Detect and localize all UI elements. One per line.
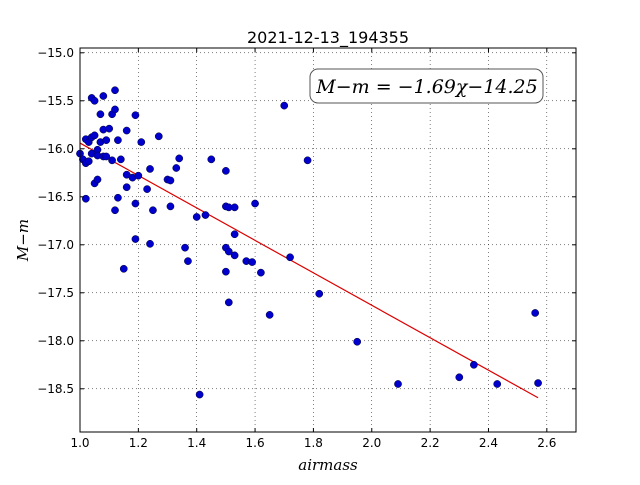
data-point bbox=[122, 126, 131, 135]
data-point bbox=[493, 380, 502, 388]
y-tick-label: −16.0 bbox=[37, 142, 74, 156]
data-point bbox=[184, 257, 192, 265]
data-point bbox=[134, 171, 143, 180]
data-point bbox=[303, 156, 312, 165]
data-point bbox=[230, 203, 239, 212]
y-tick-label: −17.0 bbox=[37, 238, 74, 252]
data-point bbox=[531, 309, 540, 317]
data-point bbox=[166, 176, 175, 185]
axis-ticks: 1.0 1.2 1.4 1.6 1.8 2.0 2.2 2.4 2.6 −15.0 −15.5 −16… bbox=[37, 46, 576, 450]
data-point bbox=[108, 156, 116, 165]
x-tick-label: 2.0 bbox=[362, 436, 381, 450]
data-point bbox=[192, 213, 201, 221]
data-point bbox=[105, 124, 114, 133]
data-point bbox=[102, 152, 111, 161]
data-point bbox=[166, 202, 175, 211]
x-tick-label: 2.4 bbox=[479, 436, 498, 450]
y-tick-label: −16.5 bbox=[37, 190, 74, 204]
fit-line-group bbox=[79, 142, 539, 399]
y-tick-label: −18.0 bbox=[37, 334, 74, 348]
data-point bbox=[119, 264, 128, 273]
data-point bbox=[137, 138, 146, 146]
data-point bbox=[455, 373, 464, 382]
data-point bbox=[99, 92, 108, 100]
data-point bbox=[93, 175, 102, 184]
data-point bbox=[315, 289, 324, 298]
data-point bbox=[111, 86, 119, 95]
data-point bbox=[111, 105, 119, 114]
plot-area bbox=[80, 48, 576, 432]
x-tick-label: 1.4 bbox=[187, 436, 206, 450]
x-tick-label: 1.2 bbox=[129, 436, 148, 450]
data-point bbox=[280, 101, 289, 110]
chart-title: 2021-12-13_194355 bbox=[247, 28, 409, 48]
data-point bbox=[81, 194, 90, 203]
data-point bbox=[251, 199, 259, 208]
data-point bbox=[102, 136, 111, 145]
y-tick-label: −18.5 bbox=[37, 382, 74, 396]
data-point bbox=[114, 193, 122, 202]
data-point bbox=[146, 165, 154, 173]
data-point bbox=[96, 110, 105, 119]
data-point bbox=[230, 251, 239, 260]
data-point bbox=[131, 199, 140, 208]
equation-label: M−m = −1.69χ−14.25 bbox=[315, 76, 537, 98]
equation-box bbox=[309, 68, 544, 104]
data-point bbox=[172, 164, 181, 172]
data-point bbox=[248, 258, 256, 266]
plot-frame bbox=[79, 47, 577, 433]
data-point bbox=[181, 243, 189, 252]
data-point bbox=[222, 167, 230, 175]
data-point bbox=[131, 111, 140, 120]
data-point bbox=[257, 268, 265, 277]
data-point bbox=[146, 239, 154, 248]
data-point bbox=[224, 247, 233, 256]
data-points bbox=[76, 86, 542, 399]
y-tick-label: −17.5 bbox=[37, 286, 74, 300]
data-point bbox=[224, 298, 233, 307]
data-point bbox=[90, 131, 99, 140]
x-tick-label: 1.8 bbox=[304, 436, 323, 450]
x-tick-label: 2.6 bbox=[537, 436, 556, 450]
data-point bbox=[149, 206, 157, 215]
y-axis-label: M−m bbox=[14, 219, 32, 262]
data-point bbox=[201, 211, 210, 219]
y-tick-label: −15.5 bbox=[37, 94, 74, 108]
data-point bbox=[394, 380, 402, 388]
data-point bbox=[195, 390, 204, 399]
data-point bbox=[230, 230, 239, 239]
data-point bbox=[114, 136, 122, 145]
data-point bbox=[207, 155, 216, 164]
data-point bbox=[154, 132, 163, 141]
x-tick-label: 2.2 bbox=[421, 436, 440, 450]
data-point bbox=[143, 185, 151, 193]
data-point bbox=[534, 379, 542, 387]
x-tick-label: 1.0 bbox=[70, 436, 89, 450]
data-point bbox=[175, 154, 184, 163]
data-point bbox=[122, 183, 131, 192]
x-axis-label: airmass bbox=[298, 456, 358, 474]
data-point bbox=[90, 96, 99, 105]
data-point bbox=[111, 206, 119, 215]
y-tick-label: −15.0 bbox=[37, 46, 74, 60]
data-point bbox=[84, 157, 93, 166]
data-point bbox=[470, 360, 478, 369]
data-point bbox=[353, 337, 362, 346]
data-point bbox=[222, 267, 230, 276]
fit-line bbox=[79, 142, 539, 399]
x-tick-label: 1.6 bbox=[246, 436, 265, 450]
data-point bbox=[116, 155, 125, 164]
data-point bbox=[286, 253, 294, 262]
data-point bbox=[265, 311, 274, 319]
data-point bbox=[131, 235, 140, 243]
